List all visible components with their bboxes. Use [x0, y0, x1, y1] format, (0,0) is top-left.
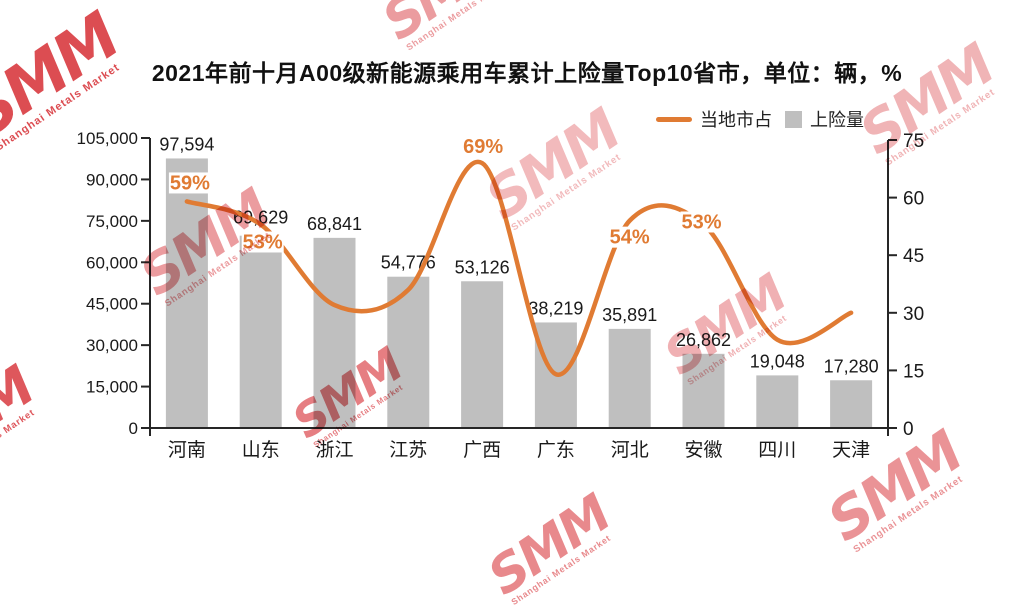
percent-label-bg — [168, 172, 211, 194]
right-axis-tick-label: 60 — [903, 189, 924, 210]
category-label-0: 河南 — [168, 439, 206, 461]
category-label-6: 河北 — [611, 439, 649, 461]
right-axis-tick-label: 30 — [903, 304, 924, 325]
category-label-7: 安徽 — [684, 439, 722, 461]
bar-value-label-5: 38,219 — [528, 298, 583, 318]
chart-legend: 当地市占 上险量 — [656, 106, 864, 132]
bar-4 — [461, 281, 504, 428]
category-label-2: 浙江 — [315, 439, 353, 461]
bar-value-label-6: 35,891 — [602, 305, 657, 325]
bar-6 — [608, 328, 651, 428]
category-label-1: 山东 — [242, 439, 280, 461]
percent-label-6: 54% — [610, 227, 650, 249]
legend-item-share: 当地市占 — [656, 106, 772, 132]
legend-item-volume: 上险量 — [785, 106, 864, 132]
left-axis-tick-label: 15,000 — [86, 378, 138, 397]
left-axis-tick-label: 105,000 — [77, 129, 138, 148]
left-axis-tick-label: 45,000 — [86, 295, 138, 314]
percent-label-7: 53% — [681, 211, 721, 233]
left-axis-tick-label: 30,000 — [86, 336, 138, 355]
chart-title: 2021年前十月A00级新能源乘用车累计上险量Top10省市，单位：辆，% — [151, 60, 903, 86]
left-axis-tick-label: 90,000 — [86, 170, 138, 189]
bar-2 — [313, 237, 356, 428]
bar-9 — [830, 380, 873, 428]
share-line — [184, 159, 854, 377]
category-label-3: 江苏 — [389, 439, 427, 461]
bar-value-label-2: 68,841 — [307, 214, 362, 234]
percent-label-bg — [608, 226, 651, 248]
percent-label-4: 69% — [463, 136, 503, 158]
percent-label-bg — [462, 136, 505, 158]
percent-label-bg — [680, 211, 723, 233]
right-axis-tick-label: 15 — [903, 361, 924, 382]
right-axis-tick-label: 0 — [903, 419, 914, 440]
right-axis-tick-label: 75 — [903, 131, 924, 152]
bar-value-label-9: 17,280 — [824, 356, 879, 376]
bar-7 — [682, 353, 725, 428]
line-swatch-icon — [656, 116, 692, 122]
percent-label-0: 59% — [170, 172, 210, 194]
legend-label-volume: 上险量 — [810, 110, 864, 130]
bar-0 — [165, 158, 208, 429]
percent-label-1: 53% — [243, 231, 283, 253]
bar-8 — [756, 375, 799, 428]
left-axis-tick-label: 75,000 — [86, 212, 138, 231]
bar-value-label-4: 53,126 — [455, 257, 510, 277]
category-label-9: 天津 — [832, 439, 870, 461]
right-axis-tick-label: 45 — [903, 246, 924, 267]
percent-label-bg — [241, 231, 284, 253]
legend-label-share: 当地市占 — [700, 110, 772, 130]
bar-value-label-1: 69,629 — [233, 208, 288, 228]
bar-1 — [239, 235, 282, 428]
bar-value-label-7: 26,862 — [676, 330, 731, 350]
chart-canvas: 0 15,000 30,000 45,000 60,000 75,000 90,000 105… — [77, 129, 925, 461]
bar-value-label-8: 19,048 — [750, 351, 805, 371]
left-axis-tick-label: 60,000 — [86, 253, 138, 272]
category-label-5: 广东 — [537, 439, 575, 461]
left-axis-tick-label: 0 — [129, 419, 138, 438]
category-label-4: 广西 — [463, 439, 501, 461]
bar-value-label-0: 97,594 — [159, 134, 214, 154]
bar-swatch-icon — [785, 110, 802, 128]
smm-watermark-subtext: Shanghai Metals Market — [509, 533, 614, 608]
category-label-8: 四川 — [758, 440, 796, 461]
